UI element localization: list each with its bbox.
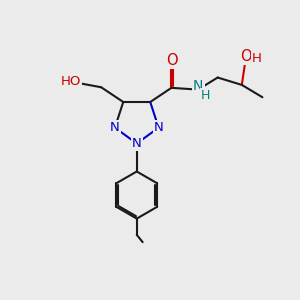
- Text: N: N: [110, 121, 120, 134]
- Text: N: N: [132, 137, 142, 150]
- Text: H: H: [201, 89, 211, 102]
- Text: N: N: [154, 121, 164, 134]
- Text: O: O: [166, 53, 177, 68]
- Text: N: N: [193, 80, 203, 93]
- Text: H: H: [252, 52, 262, 65]
- Text: O: O: [240, 49, 252, 64]
- Text: HO: HO: [61, 76, 81, 88]
